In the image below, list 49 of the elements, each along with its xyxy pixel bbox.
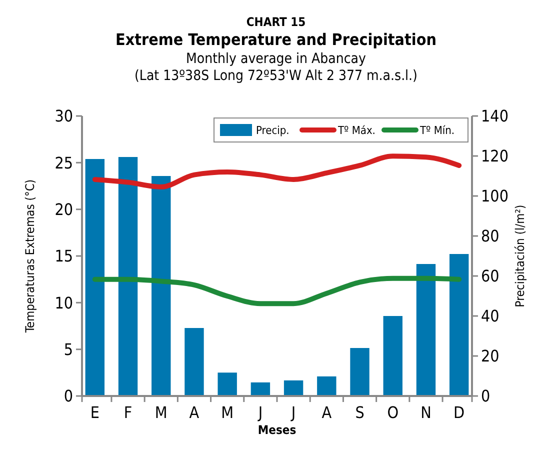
y-tick-label: 0: [64, 386, 73, 406]
x-tick-label: M: [154, 403, 168, 422]
y2-tick-label: 60: [481, 266, 500, 286]
y-tick-label: 15: [54, 246, 73, 266]
y2-axis-title: Precipitación (l/m²): [513, 204, 527, 308]
y2-tick-label: 80: [481, 226, 500, 246]
legend-label: Tº Máx.: [337, 124, 376, 137]
x-tick-label: E: [90, 403, 100, 422]
bar: [383, 316, 402, 396]
x-tick-label: M: [221, 403, 234, 422]
x-tick-label: A: [189, 403, 200, 422]
bar: [118, 157, 138, 396]
y2-tick-label: 100: [481, 186, 508, 206]
y2-tick-label: 120: [481, 146, 508, 166]
text: (Lat 13º38S Long 72º53'W Alt 2 377 m.a.s.l.): [134, 68, 418, 84]
x-tick-label: J: [290, 403, 296, 422]
x-tick-label: A: [322, 403, 332, 422]
x-tick-label: J: [257, 403, 263, 422]
bar: [184, 328, 204, 396]
x-tick-label: N: [420, 403, 432, 422]
bar: [284, 380, 304, 396]
bar: [152, 176, 171, 396]
bar: [250, 382, 270, 396]
bar: [416, 264, 436, 396]
y-tick-label: 20: [54, 200, 73, 219]
y2-tick-label: 40: [481, 306, 500, 326]
x-tick-label: O: [387, 403, 399, 422]
x-tick-label: F: [124, 403, 132, 422]
text: Monthly average in Abancay: [186, 51, 366, 67]
bar: [449, 254, 469, 396]
y-tick-label: 30: [54, 106, 73, 126]
bar: [317, 376, 336, 396]
chart-subtitle: Extreme Temperature and Precipitation: [116, 30, 436, 49]
x-tick-label: S: [355, 403, 364, 422]
y2-tick-label: 140: [481, 106, 508, 126]
y-tick-label: 10: [54, 293, 73, 312]
y-axis-title: Temperaturas Extremas (°C): [23, 179, 37, 334]
legend-label: Precip.: [256, 124, 290, 137]
y-tick-label: 5: [64, 340, 73, 359]
bar: [218, 372, 237, 396]
y-tick-label: 25: [54, 153, 73, 172]
x-tick-label: D: [454, 403, 465, 422]
x-axis-title: Meses: [258, 423, 296, 437]
y2-tick-label: 0: [481, 386, 490, 406]
chart-title: CHART 15: [246, 15, 306, 29]
legend-label: Tº Mín.: [419, 124, 455, 137]
y2-tick-label: 20: [481, 346, 500, 366]
bar: [350, 348, 370, 396]
bar: [85, 159, 105, 396]
